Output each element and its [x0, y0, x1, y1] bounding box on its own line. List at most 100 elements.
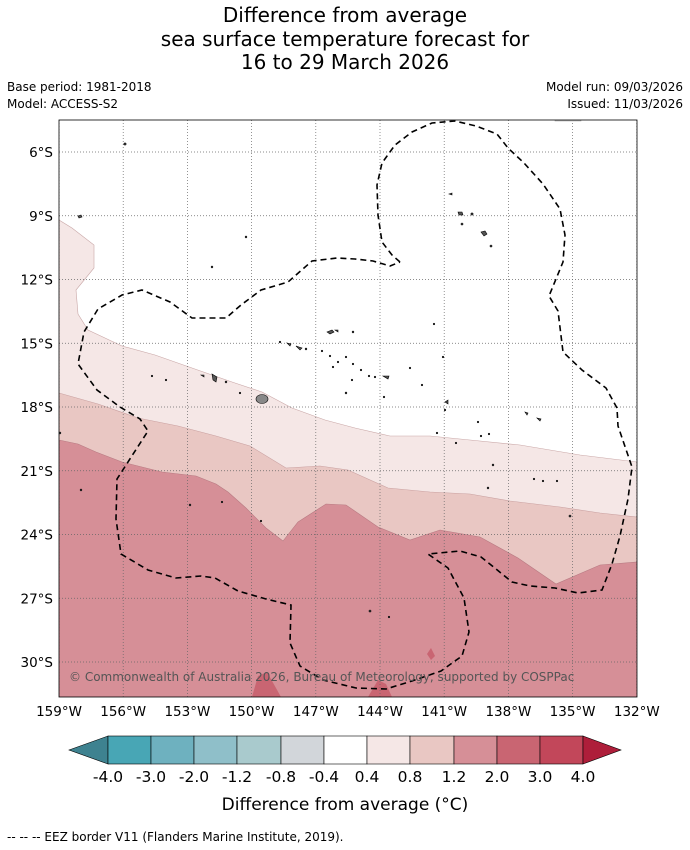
lat-label: 21°S	[21, 464, 54, 480]
colorbar-bin	[236, 735, 282, 765]
colorbar-bin	[107, 735, 152, 765]
lat-label: 30°S	[21, 655, 54, 671]
colorbar-bin	[323, 735, 368, 765]
island	[351, 362, 355, 366]
lat-label: 6°S	[29, 145, 53, 161]
island	[373, 375, 377, 379]
lon-label: 141°W	[421, 704, 467, 720]
island	[304, 347, 308, 351]
island	[454, 441, 458, 445]
island	[487, 432, 491, 436]
lon-label: 159°W	[36, 704, 82, 720]
island	[368, 609, 372, 613]
island	[255, 394, 269, 404]
island	[344, 355, 348, 359]
island	[350, 378, 354, 382]
title-line-1: Difference from average	[222, 3, 468, 27]
gridlines	[59, 120, 637, 697]
island	[359, 368, 363, 372]
base-period: Base period: 1981-2018	[7, 80, 152, 94]
island	[150, 374, 154, 378]
island	[123, 142, 127, 146]
island	[524, 411, 529, 416]
island	[441, 355, 445, 359]
colorbar-tick: 3.0	[528, 768, 553, 786]
island	[479, 434, 483, 438]
colorbar-tick: -0.8	[266, 768, 296, 786]
island	[224, 380, 228, 384]
island	[278, 340, 282, 344]
island	[286, 342, 292, 347]
colorbar-tick: -0.4	[309, 768, 339, 786]
island	[408, 366, 412, 370]
island	[244, 235, 248, 239]
island	[486, 486, 490, 490]
colorbar-tick: 1.2	[442, 768, 467, 786]
colorbar-bin	[496, 735, 541, 765]
island	[200, 374, 205, 378]
island	[443, 408, 447, 412]
island	[420, 383, 424, 387]
meta-right: Model run: 09/03/2026 Issued: 11/03/2026	[546, 79, 683, 113]
sst-anomaly-map: © Commonwealth of Australia 2026, Bureau…	[59, 120, 637, 697]
issued-date: Issued: 11/03/2026	[567, 97, 683, 111]
island	[489, 244, 493, 248]
island	[435, 431, 439, 435]
island	[387, 615, 391, 619]
colorbar-underflow	[68, 735, 109, 765]
island	[476, 420, 480, 424]
eez-footnote: -- -- -- EEZ border V11 (Flanders Marine…	[7, 830, 344, 844]
island	[77, 214, 83, 219]
island	[220, 500, 224, 504]
colorbar-label: Difference from average (°C)	[222, 795, 469, 815]
colorbar-tick: 0.4	[355, 768, 380, 786]
island	[334, 329, 339, 333]
island	[555, 479, 559, 483]
colorbar-bin	[193, 735, 238, 765]
lon-label: 156°W	[100, 704, 146, 720]
copyright-notice: © Commonwealth of Australia 2026, Bureau…	[69, 670, 574, 684]
colorbar-tick: -4.0	[93, 768, 123, 786]
island	[491, 463, 495, 467]
lon-label: 153°W	[164, 704, 210, 720]
eez-borders	[77, 120, 633, 690]
colorbar-tick: -1.2	[222, 768, 252, 786]
lon-label: 132°W	[614, 704, 660, 720]
colorbar-bins	[107, 735, 584, 765]
island	[470, 212, 474, 216]
lon-label: 144°W	[357, 704, 403, 720]
island	[367, 374, 371, 378]
island	[536, 417, 542, 422]
lon-label: 150°W	[229, 704, 275, 720]
island	[164, 378, 168, 382]
eez-border-french-polynesia	[77, 120, 633, 690]
island	[448, 192, 453, 196]
colorbar-tick: 4.0	[571, 768, 596, 786]
colorbar-bin	[409, 735, 455, 765]
anomaly-band-1.2-2.0	[59, 439, 637, 697]
island	[432, 322, 436, 326]
anomaly-patch-2.0-3.0	[427, 648, 435, 660]
island	[238, 391, 242, 395]
island	[328, 354, 332, 358]
island	[326, 329, 335, 335]
island	[381, 375, 390, 380]
lat-label: 18°S	[21, 400, 54, 416]
title-line-3: 16 to 29 March 2026	[240, 50, 450, 74]
island	[444, 399, 449, 405]
colorbar-tick: -2.0	[179, 768, 209, 786]
colorbar-tick: 0.8	[398, 768, 423, 786]
island	[541, 479, 545, 483]
island	[568, 514, 572, 518]
island	[532, 477, 536, 481]
map-indicator	[554, 120, 582, 122]
colorbar-tick: 2.0	[485, 768, 510, 786]
colorbar-bin	[150, 735, 195, 765]
island	[188, 503, 192, 507]
island	[79, 488, 83, 492]
model-run: Model run: 09/03/2026	[545, 80, 683, 94]
island	[460, 222, 464, 226]
title-line-2: sea surface temperature forecast for	[160, 26, 530, 51]
island	[351, 330, 355, 334]
anomaly-patch-2.0-3.0	[252, 672, 281, 697]
